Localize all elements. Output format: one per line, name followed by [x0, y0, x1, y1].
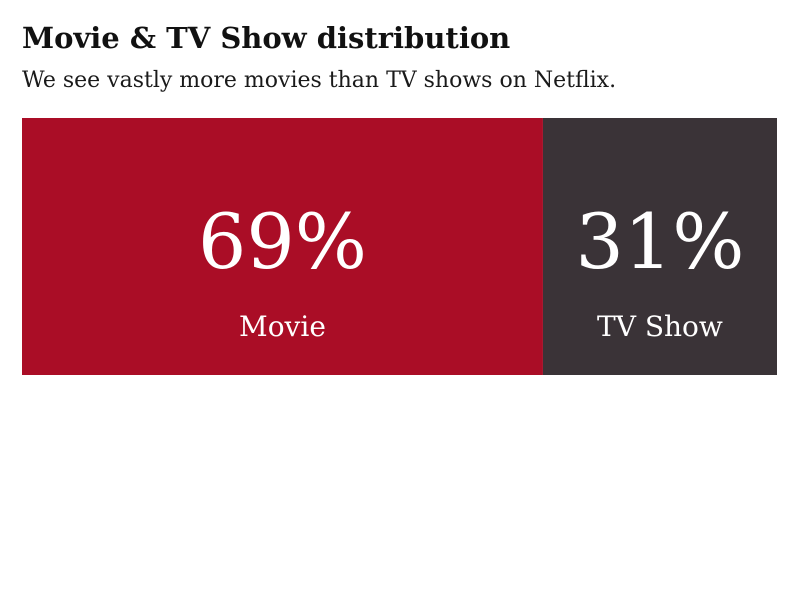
chart-subtitle: We see vastly more movies than TV shows … [22, 68, 617, 93]
stacked-bar-chart: 69% Movie 31% TV Show [22, 118, 777, 375]
value-label-movie: 69% [198, 197, 367, 286]
chart-area: 69% Movie 31% TV Show [22, 118, 777, 375]
bar-segment-movie [22, 118, 543, 375]
category-label-movie: Movie [239, 310, 326, 343]
chart-title: Movie & TV Show distribution [22, 21, 511, 55]
bar-segment-tv-show [542, 118, 777, 375]
category-label-tv-show: TV Show [597, 310, 723, 343]
value-label-tv-show: 31% [576, 197, 745, 286]
